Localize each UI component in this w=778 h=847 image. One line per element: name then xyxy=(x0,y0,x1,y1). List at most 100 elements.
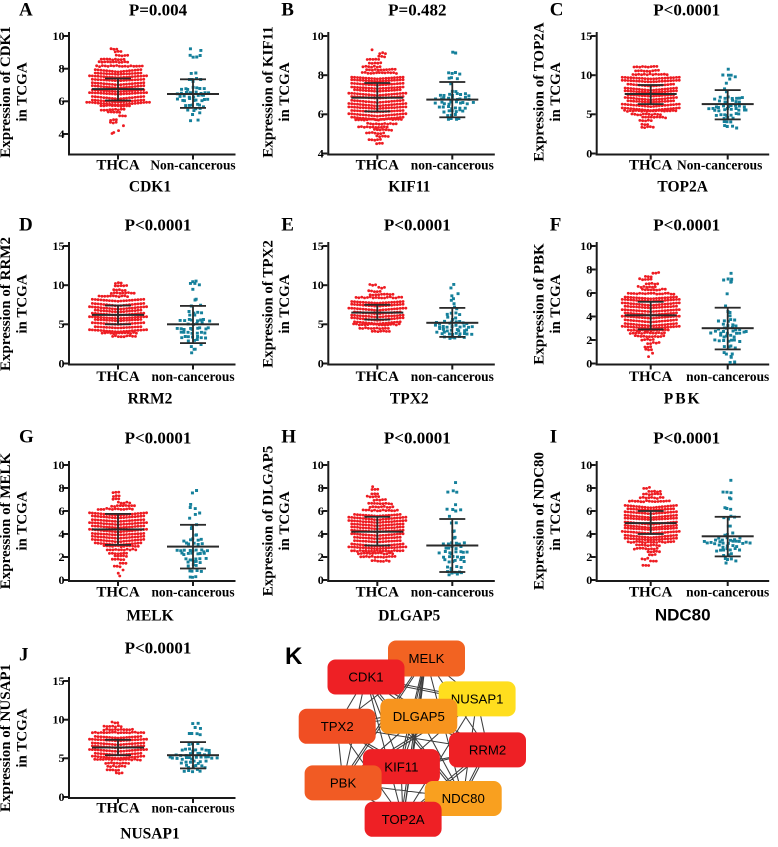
svg-text:10: 10 xyxy=(312,29,324,43)
svg-text:TOP2A: TOP2A xyxy=(657,179,708,196)
svg-text:H: H xyxy=(281,427,296,448)
svg-text:K: K xyxy=(285,643,303,670)
svg-text:non-cancerous: non-cancerous xyxy=(411,158,494,173)
svg-text:4: 4 xyxy=(318,527,324,541)
svg-text:10: 10 xyxy=(580,458,592,472)
svg-text:CDK1: CDK1 xyxy=(129,179,171,196)
svg-text:non-cancerous: non-cancerous xyxy=(151,585,234,600)
svg-text:10: 10 xyxy=(312,458,324,472)
svg-text:Non-cancerous: Non-cancerous xyxy=(150,158,235,173)
svg-text:PBK: PBK xyxy=(330,776,357,791)
svg-text:NDC80: NDC80 xyxy=(442,791,485,806)
svg-text:5: 5 xyxy=(59,317,65,331)
svg-text:15: 15 xyxy=(53,239,65,253)
svg-text:Expression of TPX2: Expression of TPX2 xyxy=(261,240,277,368)
svg-text:TOP2A: TOP2A xyxy=(382,812,425,827)
svg-text:Expression of NDC80: Expression of NDC80 xyxy=(532,452,548,590)
svg-text:6: 6 xyxy=(59,504,65,518)
svg-text:10: 10 xyxy=(580,239,592,253)
svg-text:in TCGA: in TCGA xyxy=(548,491,564,550)
svg-text:0: 0 xyxy=(318,573,324,587)
svg-text:Expression of CDK1: Expression of CDK1 xyxy=(0,26,14,157)
svg-text:4: 4 xyxy=(59,127,65,141)
svg-text:0: 0 xyxy=(59,790,65,804)
svg-text:8: 8 xyxy=(586,481,592,495)
svg-text:in TCGA: in TCGA xyxy=(277,491,293,550)
svg-text:non-cancerous: non-cancerous xyxy=(151,801,234,816)
svg-text:10: 10 xyxy=(53,29,65,43)
svg-text:Expression of KIF11: Expression of KIF11 xyxy=(261,26,277,157)
svg-text:10: 10 xyxy=(312,278,324,292)
svg-text:0: 0 xyxy=(59,573,65,587)
svg-text:6: 6 xyxy=(586,504,592,518)
svg-text:in TCGA: in TCGA xyxy=(548,274,564,333)
svg-text:KIF11: KIF11 xyxy=(384,759,418,774)
svg-text:6: 6 xyxy=(586,286,592,300)
svg-text:RRM2: RRM2 xyxy=(128,391,173,408)
svg-text:Expression of PBK: Expression of PBK xyxy=(532,243,548,365)
svg-text:RRM2: RRM2 xyxy=(469,743,506,758)
svg-text:0: 0 xyxy=(318,356,324,370)
svg-text:Non-cancerous: Non-cancerous xyxy=(677,158,762,173)
svg-text:2: 2 xyxy=(318,550,324,564)
svg-text:P<0.0001: P<0.0001 xyxy=(384,429,451,448)
svg-text:THCA: THCA xyxy=(629,369,673,385)
svg-text:TPX2: TPX2 xyxy=(390,391,429,408)
svg-text:MELK: MELK xyxy=(409,651,445,666)
svg-text:0: 0 xyxy=(59,356,65,370)
svg-text:E: E xyxy=(281,215,294,236)
svg-text:6: 6 xyxy=(59,94,65,108)
svg-text:B: B xyxy=(281,0,294,21)
svg-text:A: A xyxy=(19,0,33,21)
svg-text:6: 6 xyxy=(318,107,324,121)
svg-text:Expression of NUSAP1: Expression of NUSAP1 xyxy=(0,664,14,812)
svg-text:I: I xyxy=(550,427,557,448)
svg-text:THCA: THCA xyxy=(96,369,140,385)
svg-text:TPX2: TPX2 xyxy=(321,719,354,734)
svg-text:5: 5 xyxy=(586,107,592,121)
svg-text:2: 2 xyxy=(586,550,592,564)
svg-text:P<0.0001: P<0.0001 xyxy=(125,216,192,235)
svg-text:non-cancerous: non-cancerous xyxy=(686,369,769,384)
svg-text:in TCGA: in TCGA xyxy=(14,274,30,333)
svg-text:6: 6 xyxy=(318,504,324,518)
svg-text:NUSAP1: NUSAP1 xyxy=(451,692,504,707)
svg-text:15: 15 xyxy=(312,239,324,253)
svg-text:THCA: THCA xyxy=(356,369,400,385)
svg-text:2: 2 xyxy=(59,550,65,564)
svg-text:THCA: THCA xyxy=(629,158,673,174)
svg-text:in TCGA: in TCGA xyxy=(548,62,564,121)
svg-text:MELK: MELK xyxy=(126,608,173,625)
svg-text:5: 5 xyxy=(318,317,324,331)
svg-text:THCA: THCA xyxy=(96,585,140,601)
svg-text:in TCGA: in TCGA xyxy=(14,62,30,121)
svg-text:F: F xyxy=(550,215,562,236)
svg-text:4: 4 xyxy=(318,146,324,160)
svg-text:DLGAP5: DLGAP5 xyxy=(378,608,440,625)
svg-text:Expression of MELK: Expression of MELK xyxy=(0,452,14,589)
svg-text:5: 5 xyxy=(59,751,65,765)
svg-text:P<0.0001: P<0.0001 xyxy=(125,639,192,658)
svg-text:P<0.0001: P<0.0001 xyxy=(125,429,192,448)
svg-text:8: 8 xyxy=(59,481,65,495)
svg-text:J: J xyxy=(19,645,29,666)
svg-text:10: 10 xyxy=(53,713,65,727)
svg-text:15: 15 xyxy=(580,29,592,43)
svg-text:P<0.0001: P<0.0001 xyxy=(653,1,720,20)
svg-text:8: 8 xyxy=(318,481,324,495)
svg-text:in TCGA: in TCGA xyxy=(14,708,30,767)
svg-text:THCA: THCA xyxy=(96,158,140,174)
svg-text:P<0.0001: P<0.0001 xyxy=(384,216,451,235)
svg-text:DLGAP5: DLGAP5 xyxy=(393,709,445,724)
svg-text:THCA: THCA xyxy=(356,585,400,601)
svg-text:10: 10 xyxy=(53,278,65,292)
svg-text:10: 10 xyxy=(580,68,592,82)
svg-text:D: D xyxy=(19,215,33,236)
svg-text:P=0.482: P=0.482 xyxy=(388,1,446,20)
svg-text:15: 15 xyxy=(53,674,65,688)
svg-text:KIF11: KIF11 xyxy=(388,179,430,196)
svg-text:PBK: PBK xyxy=(664,391,702,408)
svg-text:Expression of RRM2: Expression of RRM2 xyxy=(0,237,14,371)
svg-text:THCA: THCA xyxy=(629,585,673,601)
svg-text:P<0.0001: P<0.0001 xyxy=(653,429,720,448)
